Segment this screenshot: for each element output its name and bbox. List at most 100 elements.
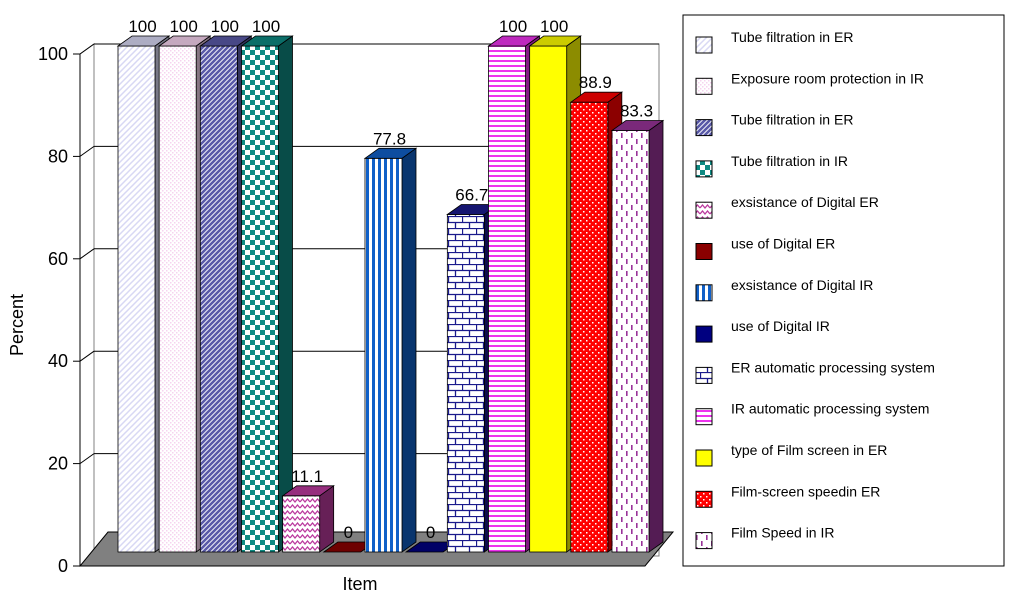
legend-item: Tube filtration in ER [695, 29, 853, 54]
legend-swatch [695, 243, 713, 260]
bar-top [363, 147, 418, 159]
bar-front [446, 214, 485, 553]
legend-label: Tube filtration in ER [731, 29, 853, 45]
legend-item: Tube filtration in ER [695, 112, 853, 137]
bar-5 [281, 485, 335, 553]
legend-item: exsistance of Digital IR [695, 277, 873, 302]
legend-swatch [695, 449, 713, 467]
legend-item: use of Digital ER [695, 236, 835, 260]
legend-box [682, 14, 1005, 567]
bar-side [648, 119, 664, 553]
bar-top [199, 35, 253, 47]
legend-item: IR automatic processing system [695, 401, 929, 426]
legend-swatch [695, 490, 713, 508]
bar-top [157, 35, 212, 47]
y-tick-label: 40 [48, 351, 68, 371]
y-tick-label: 20 [48, 454, 68, 474]
legend-label: use of Digital IR [731, 318, 830, 334]
data-label: 11.1 [291, 467, 323, 486]
legend-label: Exposure room protection in IR [731, 70, 924, 86]
bar-front [282, 495, 321, 553]
legend-label: IR automatic processing system [731, 401, 929, 417]
bar-front [570, 101, 609, 553]
bar-13 [610, 119, 665, 553]
bar-7 [363, 147, 418, 553]
y-tick-label: 60 [48, 249, 68, 269]
legend-item: Tube filtration in IR [695, 153, 848, 178]
data-label: 100 [169, 17, 197, 36]
bar-front [488, 45, 526, 553]
legend-swatch [695, 408, 713, 426]
bar-top [240, 35, 294, 47]
legend-item: exsistance of Digital ER [695, 194, 879, 219]
bar-top [487, 35, 541, 47]
legend-swatch [695, 532, 713, 550]
data-label: 88.9 [579, 73, 612, 92]
legend-item: Film-screen speedin ER [695, 483, 880, 508]
data-label: 100 [211, 17, 239, 36]
legend-swatch [695, 119, 713, 137]
legend-swatch [695, 160, 713, 178]
y-tick-label: 80 [48, 146, 68, 166]
legend-item: use of Digital IR [695, 318, 830, 343]
bar-front [529, 45, 568, 553]
data-label: 0 [344, 523, 353, 542]
x-axis-title: Item [342, 574, 377, 594]
legend-label: exsistance of Digital IR [731, 277, 873, 293]
bar-front [241, 45, 279, 553]
bar-front [364, 157, 403, 553]
bar-series [116, 35, 665, 553]
legend-item: ER automatic processing system [695, 359, 935, 384]
bar-side [319, 485, 335, 553]
y-tick-label: 100 [38, 44, 68, 64]
data-label: 100 [128, 17, 156, 36]
legend-item: Film Speed in IR [695, 525, 834, 550]
bar-top [610, 120, 665, 131]
legend-swatch [695, 284, 713, 302]
gridline-side [79, 248, 95, 260]
legend-label: Tube filtration in ER [731, 112, 853, 128]
legend-swatch [695, 325, 713, 343]
data-labels: 100 100 100 100 11.1 0 77.8 0 66.7 100 100 88.9 83.3 [128, 17, 653, 542]
bar-top [528, 35, 582, 47]
bar-top [281, 485, 335, 497]
bar-top [116, 35, 171, 47]
bar-front [199, 45, 238, 553]
data-label: 100 [499, 17, 527, 36]
data-label: 0 [426, 523, 435, 542]
data-label: 77.8 [373, 129, 406, 148]
bar-front [117, 45, 156, 553]
bar-top [569, 91, 624, 103]
legend-label: Tube filtration in IR [731, 153, 848, 169]
gridline-side [79, 453, 95, 465]
gridline-side [79, 43, 95, 55]
legend-swatch [695, 201, 713, 219]
bar-front [158, 45, 197, 553]
y-axis-title: Percent [7, 294, 27, 356]
legend-swatch [695, 366, 713, 384]
side-wall [79, 43, 95, 567]
legend-swatch [695, 77, 713, 95]
bar-front [611, 130, 650, 553]
y-axis: 0 20 40 60 80 100 [38, 44, 81, 576]
legend-item: Exposure room protection in IR [695, 70, 924, 95]
data-label: 100 [252, 17, 280, 36]
legend-label: exsistance of Digital ER [731, 194, 879, 210]
bar-side [401, 147, 417, 553]
data-label: 100 [540, 17, 568, 36]
legend-label: Film-screen speedin ER [731, 483, 880, 499]
legend-item: type of Film screen in ER [695, 442, 887, 467]
gridline-side [79, 350, 95, 362]
legend-label: ER automatic processing system [731, 359, 935, 375]
legend-swatch [695, 36, 713, 54]
data-label: 66.7 [455, 185, 488, 204]
data-label: 83.3 [620, 102, 653, 121]
legend-label: type of Film screen in ER [731, 442, 887, 458]
legend-label: Film Speed in IR [731, 525, 834, 541]
gridline-side [79, 145, 95, 157]
legend-label: use of Digital ER [731, 236, 835, 252]
bar-4 [240, 35, 294, 553]
y-tick-label: 0 [58, 556, 68, 576]
legend: Tube filtration in ER Exposure room prote… [682, 14, 1005, 567]
